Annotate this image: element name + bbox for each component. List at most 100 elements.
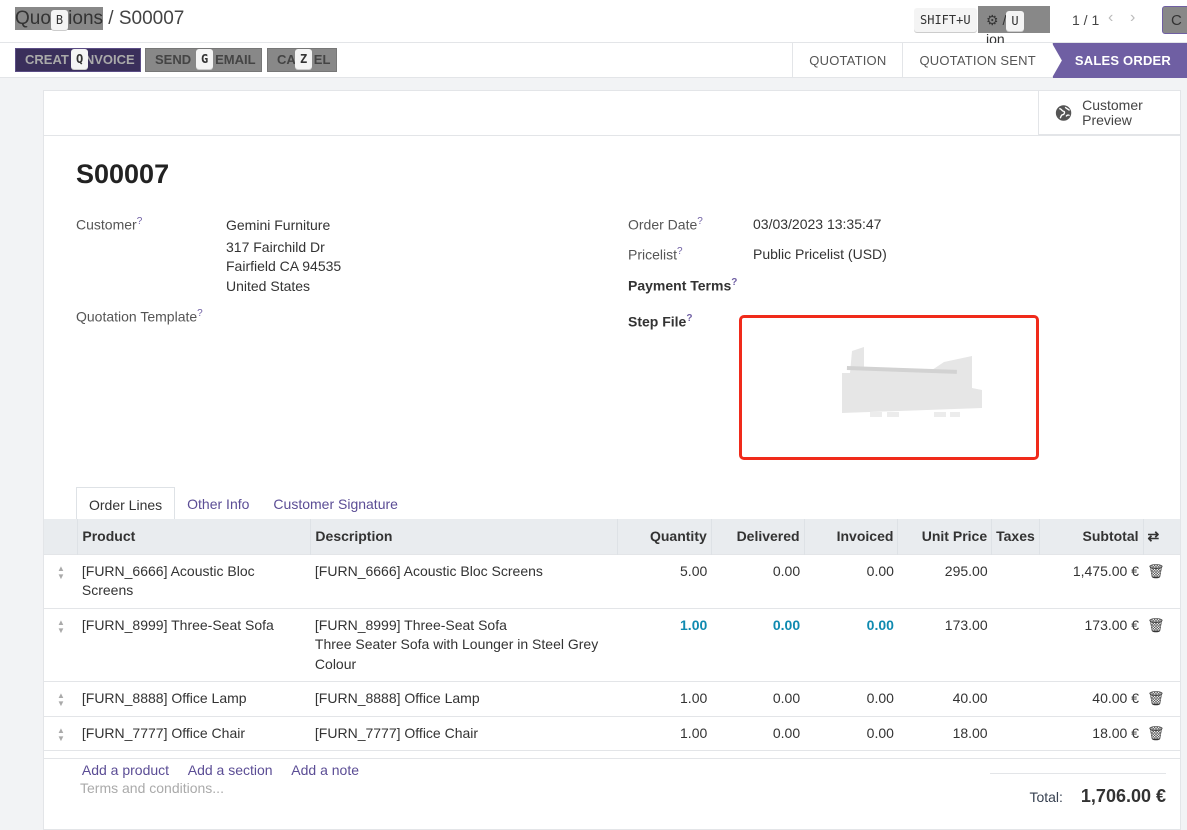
delivered-cell: 0.00: [711, 715, 805, 751]
customer-preview-button[interactable]: Customer Preview: [1038, 91, 1180, 135]
total-value: 1,706.00 €: [1080, 786, 1166, 806]
col-quantity[interactable]: Quantity: [616, 519, 712, 554]
tab-order-lines[interactable]: Order Lines: [76, 487, 176, 523]
drag-handle-icon[interactable]: ▲ ▼: [44, 553, 78, 608]
description-line: [FURN_8999] Three-Seat Sofa: [314, 616, 507, 633]
drag-handle-icon[interactable]: ▲ ▼: [44, 681, 78, 716]
col-unit-price[interactable]: Unit Price: [897, 519, 992, 554]
col-delivered[interactable]: Delivered: [710, 519, 805, 554]
optional-columns-icon[interactable]: ⇄: [1142, 519, 1180, 554]
quantity-cell[interactable]: 1.00: [617, 681, 712, 716]
order-date-value[interactable]: 03/03/2023 13:35:47: [753, 216, 882, 232]
drag-handle-icon[interactable]: ▲ ▼: [44, 715, 78, 751]
pricelist-value[interactable]: Public Pricelist (USD): [753, 246, 887, 262]
taxes-cell[interactable]: [991, 681, 1040, 716]
table-header: Product Description Quantity Delivered I…: [44, 519, 1180, 554]
invoiced-cell: 0.00: [804, 553, 898, 608]
col-taxes[interactable]: Taxes: [991, 519, 1040, 554]
address-line: Fairfield CA 94535: [226, 258, 342, 274]
payment-terms-label: Payment Terms?: [628, 277, 738, 294]
record-title: S00007: [76, 159, 170, 189]
description-cell[interactable]: [FURN_7777] Office Chair: [310, 715, 618, 751]
status-bar: QUOTATION QUOTATION SENT SALES ORDER: [792, 43, 1187, 78]
pager-next-icon[interactable]: ›: [1130, 9, 1136, 26]
trash-icon[interactable]: 🗑: [1143, 607, 1180, 682]
quantity-cell[interactable]: 5.00: [617, 553, 712, 608]
add-note-link[interactable]: Add a note: [291, 762, 359, 778]
delivered-cell: 0.00: [711, 607, 805, 682]
create-button[interactable]: C: [1162, 6, 1187, 34]
order-lines-table: Product Description Quantity Delivered I…: [44, 519, 1180, 791]
col-invoiced[interactable]: Invoiced: [803, 519, 898, 554]
subtotal-cell: 40.00 €: [1039, 681, 1144, 716]
breadcrumb-parent-text: Quo: [15, 8, 51, 29]
total-label: Total:: [1029, 789, 1063, 805]
send-by-email-button[interactable]: SEND G EMAIL: [145, 48, 262, 72]
breadcrumb-parent-text: ions: [68, 8, 104, 29]
shift-hotkey-hint: SHIFT+U: [914, 8, 977, 32]
status-quotation-sent[interactable]: QUOTATION SENT: [902, 43, 1051, 78]
breadcrumb-separator: /: [108, 8, 119, 29]
taxes-cell[interactable]: [991, 607, 1040, 682]
invoiced-cell: 0.00: [804, 681, 898, 716]
quantity-cell[interactable]: 1.00: [617, 607, 712, 682]
address-line: United States: [226, 278, 311, 294]
product-cell[interactable]: [FURN_8999] Three-Seat Sofa: [77, 607, 311, 682]
drag-handle-icon[interactable]: ▲ ▼: [44, 607, 78, 682]
quantity-cell[interactable]: 1.00: [617, 715, 712, 751]
col-description[interactable]: Description: [310, 519, 618, 554]
description-cell[interactable]: [FURN_6666] Acoustic Bloc Screens: [310, 553, 618, 608]
description-line: Three Seater Sofa with Lounger in Steel …: [314, 636, 599, 652]
hotkey-hint: Q: [71, 49, 89, 69]
status-quotation[interactable]: QUOTATION: [792, 43, 902, 78]
add-product-link[interactable]: Add a product: [81, 762, 170, 778]
table-row[interactable]: ▲ ▼ [FURN_8999] Three-Seat Sofa [FURN_899…: [44, 607, 1180, 682]
unit-price-cell[interactable]: 18.00: [897, 715, 992, 751]
pager-value[interactable]: 1 / 1: [1072, 12, 1100, 28]
description-line: [FURN_7777] Office Chair: [314, 724, 479, 741]
unit-price-cell[interactable]: 173.00: [897, 607, 992, 682]
customer-label: Customer?: [76, 216, 143, 233]
product-cell[interactable]: [FURN_6666] Acoustic Bloc Screens: [77, 553, 311, 608]
trash-icon[interactable]: 🗑: [1143, 681, 1180, 716]
trash-icon[interactable]: 🗑: [1143, 715, 1180, 751]
cancel-button[interactable]: CA Z EL: [267, 48, 337, 72]
product-cell[interactable]: [FURN_8888] Office Lamp: [77, 681, 311, 716]
table-row[interactable]: ▲ ▼ [FURN_8888] Office Lamp [FURN_8888] O…: [44, 681, 1180, 716]
order-date-label: Order Date?: [628, 216, 703, 233]
tab-customer-signature[interactable]: Customer Signature: [273, 496, 398, 512]
subtotal-cell: 173.00 €: [1039, 607, 1144, 682]
customer-link[interactable]: Gemini Furniture: [226, 217, 331, 233]
terms-input[interactable]: Terms and conditions...: [80, 780, 224, 796]
product-cell[interactable]: [FURN_7777] Office Chair: [77, 715, 311, 751]
col-subtotal[interactable]: Subtotal: [1038, 519, 1144, 554]
description-line: [FURN_8888] Office Lamp: [314, 690, 480, 706]
unit-price-cell[interactable]: 40.00: [897, 681, 992, 716]
delivered-cell: 0.00: [711, 553, 805, 608]
taxes-cell[interactable]: [991, 715, 1040, 751]
create-invoice-button[interactable]: CREAT Q NVOICE: [15, 48, 141, 72]
description-cell[interactable]: [FURN_8999] Three-Seat Sofa Three Seater …: [310, 607, 618, 682]
status-sales-order[interactable]: SALES ORDER: [1051, 43, 1187, 78]
hotkey-hint: Z: [295, 49, 313, 69]
step-file-preview[interactable]: [739, 315, 1039, 460]
tab-other-info[interactable]: Other Info: [187, 496, 250, 512]
quotation-template-field[interactable]: [226, 306, 606, 326]
add-section-link[interactable]: Add a section: [187, 762, 273, 778]
subtotal-cell: 18.00 €: [1039, 715, 1144, 751]
pricelist-label: Pricelist?: [628, 246, 683, 263]
table-row[interactable]: ▲ ▼ [FURN_6666] Acoustic Bloc Screens [FU…: [44, 553, 1180, 608]
table-row[interactable]: ▲ ▼ [FURN_7777] Office Chair [FURN_7777] …: [44, 715, 1180, 751]
notebook-tabs: Order Lines Other Info Customer Signatur…: [76, 487, 410, 523]
taxes-cell[interactable]: [991, 553, 1040, 608]
trash-icon[interactable]: 🗑: [1143, 553, 1180, 608]
invoiced-cell: 0.00: [804, 607, 898, 682]
col-product[interactable]: Product: [77, 519, 311, 554]
action-menu-button[interactable]: ⚙ / Uion: [978, 6, 1050, 47]
unit-price-cell[interactable]: 295.00: [897, 553, 992, 608]
description-cell[interactable]: [FURN_8888] Office Lamp: [310, 681, 618, 716]
breadcrumb-current: S00007: [118, 8, 185, 29]
pager-prev-icon[interactable]: ‹: [1108, 9, 1114, 26]
